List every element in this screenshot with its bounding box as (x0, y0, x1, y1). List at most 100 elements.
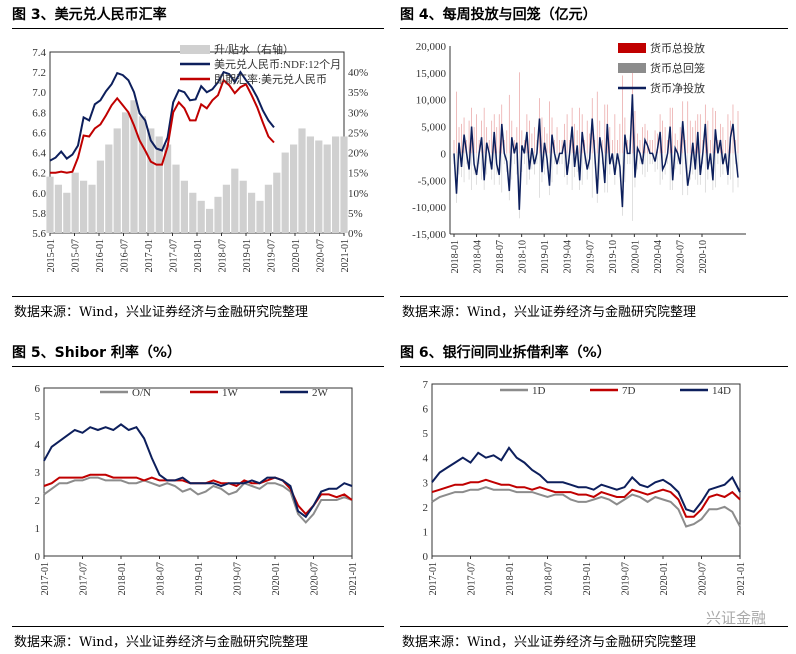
premium-bar (180, 180, 188, 233)
x-tick-label: 2018-07 (495, 240, 506, 273)
y-tick-label: 2 (35, 495, 41, 507)
y-tick-label: 5.6 (32, 228, 46, 240)
panel-title: 图 3、美元兑人民币汇率 (12, 7, 167, 23)
premium-bar (197, 200, 205, 233)
premium-bar (46, 176, 54, 233)
x-tick-label: 2016-01 (95, 239, 106, 272)
x-tick-label: 2017-01 (428, 562, 439, 595)
x-tick-label: 2018-01 (505, 562, 516, 595)
premium-bar (256, 200, 264, 233)
title-rule (400, 28, 788, 29)
x-tick-label: 2019-01 (540, 240, 551, 273)
premium-bar (273, 172, 281, 233)
x-tick-label: 2019-07 (621, 562, 632, 595)
premium-bar (80, 180, 88, 233)
premium-bar (323, 144, 331, 233)
y-tick-label: 20% (348, 148, 368, 160)
x-tick-label: 2016-07 (120, 239, 131, 272)
y-tick-label: 7 (423, 379, 429, 391)
premium-bar (105, 144, 113, 233)
premium-bar (147, 128, 155, 233)
y-tick-label: 20,000 (416, 41, 447, 53)
x-tick-label: 2017-07 (169, 239, 180, 272)
x-tick-label: 2017-01 (40, 562, 51, 595)
x-tick-label: 2018-10 (518, 240, 529, 273)
panel-weekly: 图 4、每周投放与回笼（亿元） -15,000 -10,000 -5,000 0 5,0… (400, 4, 788, 322)
source-note: 数据来源：Wind，兴业证券经济与金融研究院整理 (402, 305, 696, 320)
premium-bar (189, 192, 197, 233)
2w-line (43, 423, 353, 519)
y-tick-label: 0% (348, 228, 363, 240)
panel-shibor: 图 5、Shibor 利率（%） 0 1 2 3 4 5 6 2017-01 2017-07 20… (12, 342, 384, 652)
x-tick-label: 2017-01 (144, 239, 155, 272)
legend-label: 货币总回笼 (650, 61, 705, 75)
premium-bar (290, 144, 298, 233)
legend-swatch (618, 43, 646, 53)
premium-bar (306, 136, 314, 233)
y-tick-label: 35% (348, 87, 368, 99)
legend-label: 美元兑人民币:NDF:12个月 (214, 57, 341, 71)
y-tick-label: 10,000 (416, 95, 447, 107)
plot-frame (431, 383, 741, 557)
y-tick-label: 5 (423, 428, 429, 440)
y-tick-label: 10% (348, 188, 368, 200)
x-tick-label: 2020-01 (659, 562, 670, 595)
legend-label: 升/贴水（右轴） (214, 42, 294, 56)
title-rule (400, 366, 788, 367)
x-tick-label: 2018-07 (218, 239, 229, 272)
interbank-chart: 0 1 2 3 4 5 6 7 2017-01 2017-07 2018-01 2018-07 2019… (423, 379, 748, 595)
premium-bar (298, 128, 306, 233)
fx-chart: 5.6 5.8 6.0 6.2 6.4 6.6 6.8 7.0 7.2 7.4 0% 5% 10% 15%… (32, 42, 368, 272)
y-tick-label: 6 (423, 404, 429, 416)
premium-bar (248, 192, 256, 233)
x-tick-label: 2020-07 (316, 239, 327, 272)
14d-line (431, 446, 741, 513)
premium-bar (332, 136, 340, 233)
x-tick-label: 2019-01 (242, 239, 253, 272)
x-tick-label: 2020-07 (675, 240, 686, 273)
1d-line (431, 486, 741, 528)
x-tick-label: 2019-07 (267, 239, 278, 272)
y-tick-label: 40% (348, 67, 368, 79)
y-tick-label: 1 (35, 523, 41, 535)
fx-line (50, 78, 275, 174)
y-tick-label: 5.8 (32, 208, 46, 220)
panel-title: 图 6、银行间同业拆借利率（%） (400, 345, 611, 361)
premium-bar (206, 208, 214, 233)
y-tick-label: -10,000 (412, 202, 446, 214)
x-tick-label: 2019-01 (582, 562, 593, 595)
y-tick-label: 25% (348, 127, 368, 139)
x-tick-label: 2019-10 (608, 240, 619, 273)
x-tick-label: 2020-07 (698, 562, 709, 595)
legend-label: O/N (132, 387, 151, 399)
y-tick-label: 3 (423, 477, 429, 489)
y-tick-label: 1 (423, 526, 429, 538)
source-rule (12, 296, 384, 297)
x-tick-label: 2020-01 (630, 240, 641, 273)
source-note: 数据来源：Wind，兴业证券经济与金融研究院整理 (402, 635, 696, 650)
y-tick-label: 6.8 (32, 107, 46, 119)
source-note: 数据来源：Wind，兴业证券经济与金融研究院整理 (14, 305, 308, 320)
y-tick-label: 7.2 (32, 67, 46, 79)
legend-label: 1W (222, 387, 239, 399)
panel-title: 图 4、每周投放与回笼（亿元） (400, 7, 597, 23)
source-rule (400, 626, 788, 627)
premium-bar (96, 160, 104, 233)
premium-bar (71, 172, 79, 233)
legend-label: 即期汇率:美元兑人民币 (214, 72, 327, 86)
y-tick-label: 0 (423, 551, 429, 563)
premium-bar (214, 196, 222, 233)
x-tick-label: 2019-01 (194, 562, 205, 595)
premium-bar (88, 184, 96, 233)
y-tick-label: 5 (35, 411, 41, 423)
x-tick-label: 2018-04 (473, 240, 484, 273)
y-tick-label: 3 (35, 467, 41, 479)
legend-label: 货币净投放 (650, 81, 705, 95)
legend-label: 2W (312, 387, 329, 399)
x-tick-label: 2021-01 (340, 239, 351, 272)
premium-bar (122, 112, 130, 233)
y-tick-label: -5,000 (418, 175, 447, 187)
x-tick-label: 2020-04 (653, 240, 664, 273)
y-tick-label: 5,000 (421, 122, 446, 134)
premium-bar (113, 128, 121, 233)
